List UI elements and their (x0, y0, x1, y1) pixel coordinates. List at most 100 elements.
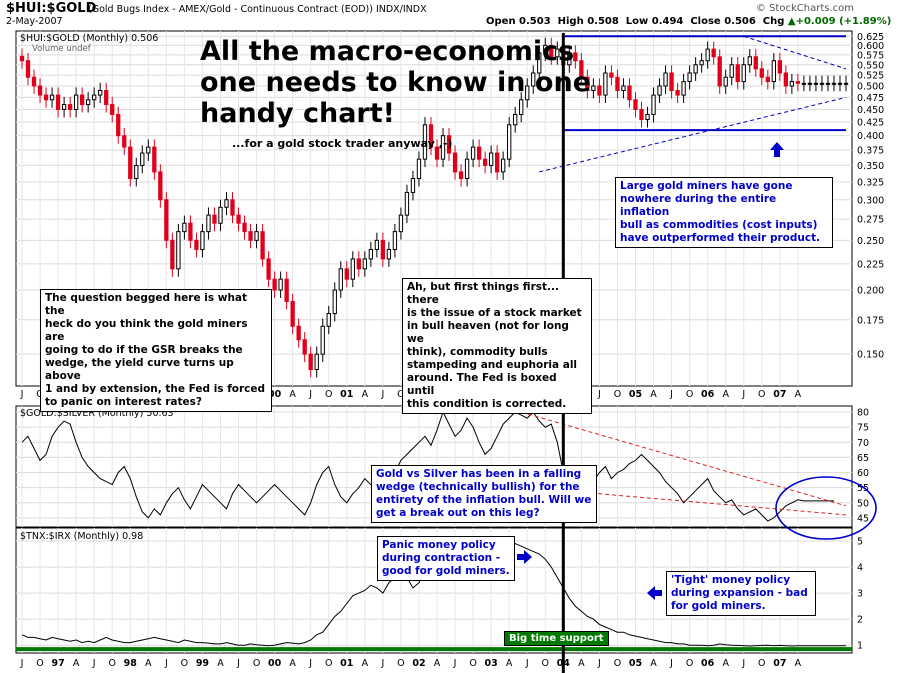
candle (200, 231, 205, 250)
candle (164, 199, 169, 241)
candle (332, 289, 337, 315)
x-tick-label: A (795, 658, 802, 669)
x-tick-label: A (434, 658, 441, 669)
candle (308, 353, 313, 370)
y-tick-label: 0.425 (857, 118, 884, 129)
candle (470, 146, 476, 160)
note-line: wedge, the yield curve turns up above (45, 357, 234, 382)
x-tick-label: J (741, 658, 745, 669)
x-tick-label: A (145, 658, 152, 669)
note-line: to panic on interest rates? (45, 396, 202, 408)
note-line: 1 and by extension, the Fed is forced (45, 383, 266, 395)
y-tick-label: 0.325 (857, 177, 884, 188)
x-tick-label: J (308, 658, 312, 669)
candle (452, 152, 458, 173)
panic-note: Panic money policy during contraction - … (377, 536, 515, 581)
note-line: Panic money policy (382, 539, 496, 551)
candle (296, 325, 301, 341)
candle (615, 76, 620, 91)
candle (278, 278, 283, 291)
candle (338, 268, 343, 291)
candle (795, 81, 801, 84)
note-line: for gold miners. (671, 600, 766, 612)
candle (260, 231, 265, 260)
change-up-icon: ▲ (787, 16, 796, 27)
candle (501, 158, 506, 173)
x-tick-label: 05 (629, 658, 642, 669)
x-tick-label: O (325, 389, 332, 400)
x-tick-label: A (722, 389, 729, 400)
note-line: heck do you think the gold miners are (45, 318, 248, 343)
candle (344, 268, 349, 280)
candle (19, 55, 25, 62)
y-tick-label: 0.600 (857, 41, 884, 52)
candle (482, 158, 488, 166)
x-tick-label: J (380, 658, 384, 669)
candle (398, 214, 404, 233)
x-tick-label: J (92, 658, 96, 669)
note-line: good for gold miners. (382, 565, 510, 577)
candle (687, 72, 692, 83)
candle (440, 135, 446, 160)
y-tick-label: 1 (857, 641, 863, 652)
y-tick-label: 0.225 (857, 259, 884, 270)
change-text: +0.009 (+1.89%) (795, 16, 892, 27)
candle (61, 104, 67, 110)
candle (825, 82, 831, 85)
x-tick-label: J (380, 389, 384, 400)
y-tick-label: 0.475 (857, 93, 884, 104)
x-tick-label: A (506, 658, 513, 669)
note-line: Large gold miners have gone (620, 180, 793, 192)
candle (104, 89, 109, 106)
y-tick-label: 0.300 (857, 195, 884, 206)
candle (837, 82, 843, 85)
note-line: going to do if the GSR breaks the (45, 344, 243, 356)
candle (777, 60, 782, 74)
candle (434, 146, 440, 160)
y-tick-label: 0.175 (857, 315, 884, 326)
x-tick-label: J (20, 389, 24, 400)
x-tick-label: O (181, 658, 188, 669)
candle (458, 171, 464, 180)
x-tick-label: A (578, 658, 585, 669)
candle (494, 152, 500, 173)
candle (711, 48, 716, 58)
candle (783, 72, 789, 87)
candle (735, 64, 740, 83)
candle (266, 258, 271, 280)
candle (404, 191, 410, 216)
candle (182, 222, 187, 233)
x-tick-label: A (650, 389, 657, 400)
candle (765, 76, 770, 83)
y-tick-label: 5 (857, 537, 863, 548)
x-tick-label: 07 (773, 389, 786, 400)
note-line: have outperformed their product. (620, 232, 821, 244)
y-tick-label: 65 (857, 453, 869, 464)
candle (368, 248, 374, 260)
chart-date: 2-May-2007 (6, 16, 63, 27)
trendline-wedge-bottom (563, 490, 847, 516)
candle (807, 82, 813, 85)
x-tick-label: O (253, 658, 260, 669)
y-tick-label: 45 (857, 513, 869, 524)
note-line: around. The Fed is boxed until (407, 372, 557, 397)
candle (753, 56, 758, 70)
ohlc-readout: Open 0.503 High 0.508 Low 0.494 Close 0.… (486, 16, 891, 27)
question-note: The question begged here is what the hec… (40, 289, 272, 412)
candle (639, 108, 644, 121)
candle (284, 278, 289, 302)
candle (86, 99, 91, 106)
candle (669, 72, 674, 91)
candle (290, 300, 295, 327)
candle (73, 94, 79, 110)
candle (464, 158, 470, 180)
candle (819, 82, 825, 85)
x-tick-label: 03 (485, 658, 498, 669)
x-tick-label: J (20, 658, 24, 669)
note-line: 'Tight' money policy (671, 574, 791, 586)
x-tick-label: A (795, 389, 802, 400)
x-tick-label: O (108, 658, 115, 669)
y-tick-label: 2 (857, 615, 863, 626)
y-tick-label: 0.575 (857, 50, 884, 61)
note-line: is the issue of a stock market (407, 307, 582, 319)
